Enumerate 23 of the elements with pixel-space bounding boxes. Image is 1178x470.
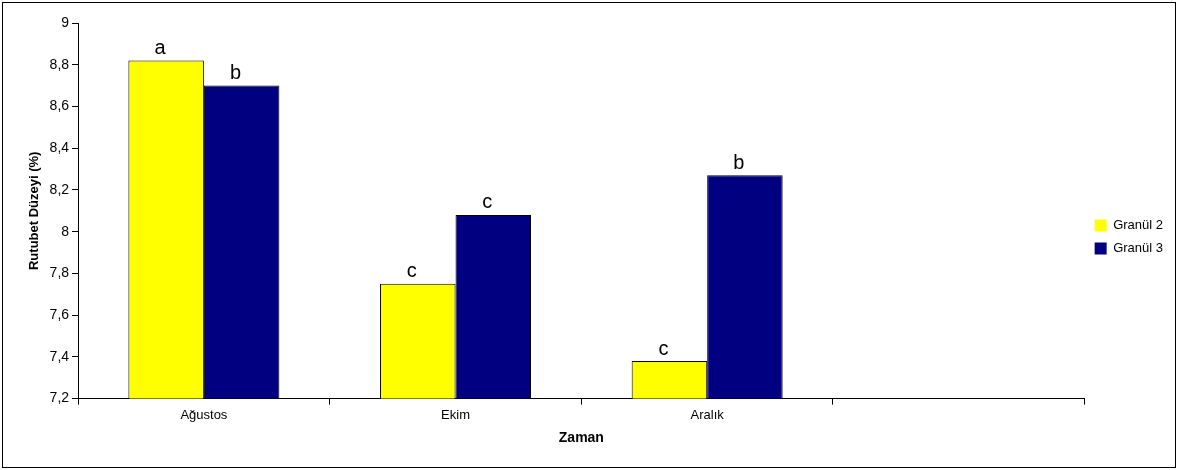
y-tick-label: 7,4 [49, 347, 70, 364]
y-tick-label: 8 [61, 222, 70, 239]
x-tick-label: Ekim [441, 406, 470, 422]
y-tick-label: 7,6 [49, 305, 70, 322]
data-label: a [154, 36, 167, 59]
y-tick-label: 8,8 [49, 55, 70, 72]
x-tick-label: Aralık [690, 406, 725, 422]
legend-label: Granül 2 [1113, 217, 1164, 233]
data-label: b [733, 150, 745, 173]
legend-label: Granül 3 [1113, 240, 1164, 256]
y-tick-label: 8,6 [49, 97, 70, 114]
y-tick-label: 8,4 [49, 139, 70, 156]
data-label: b [230, 61, 242, 84]
y-tick-label: 7,8 [49, 264, 70, 281]
y-axis-title: Rutubet Düzeyi (%) [26, 151, 42, 271]
data-label: c [482, 190, 493, 213]
x-tick-label: Ağustos [180, 406, 228, 422]
x-axis-title: Zaman [558, 429, 604, 446]
y-tick-label: 7,2 [49, 389, 70, 406]
data-label: c [406, 259, 417, 282]
data-label: c [658, 336, 669, 359]
y-tick-label: 8,2 [49, 180, 70, 197]
y-tick-label: 9 [61, 13, 70, 30]
